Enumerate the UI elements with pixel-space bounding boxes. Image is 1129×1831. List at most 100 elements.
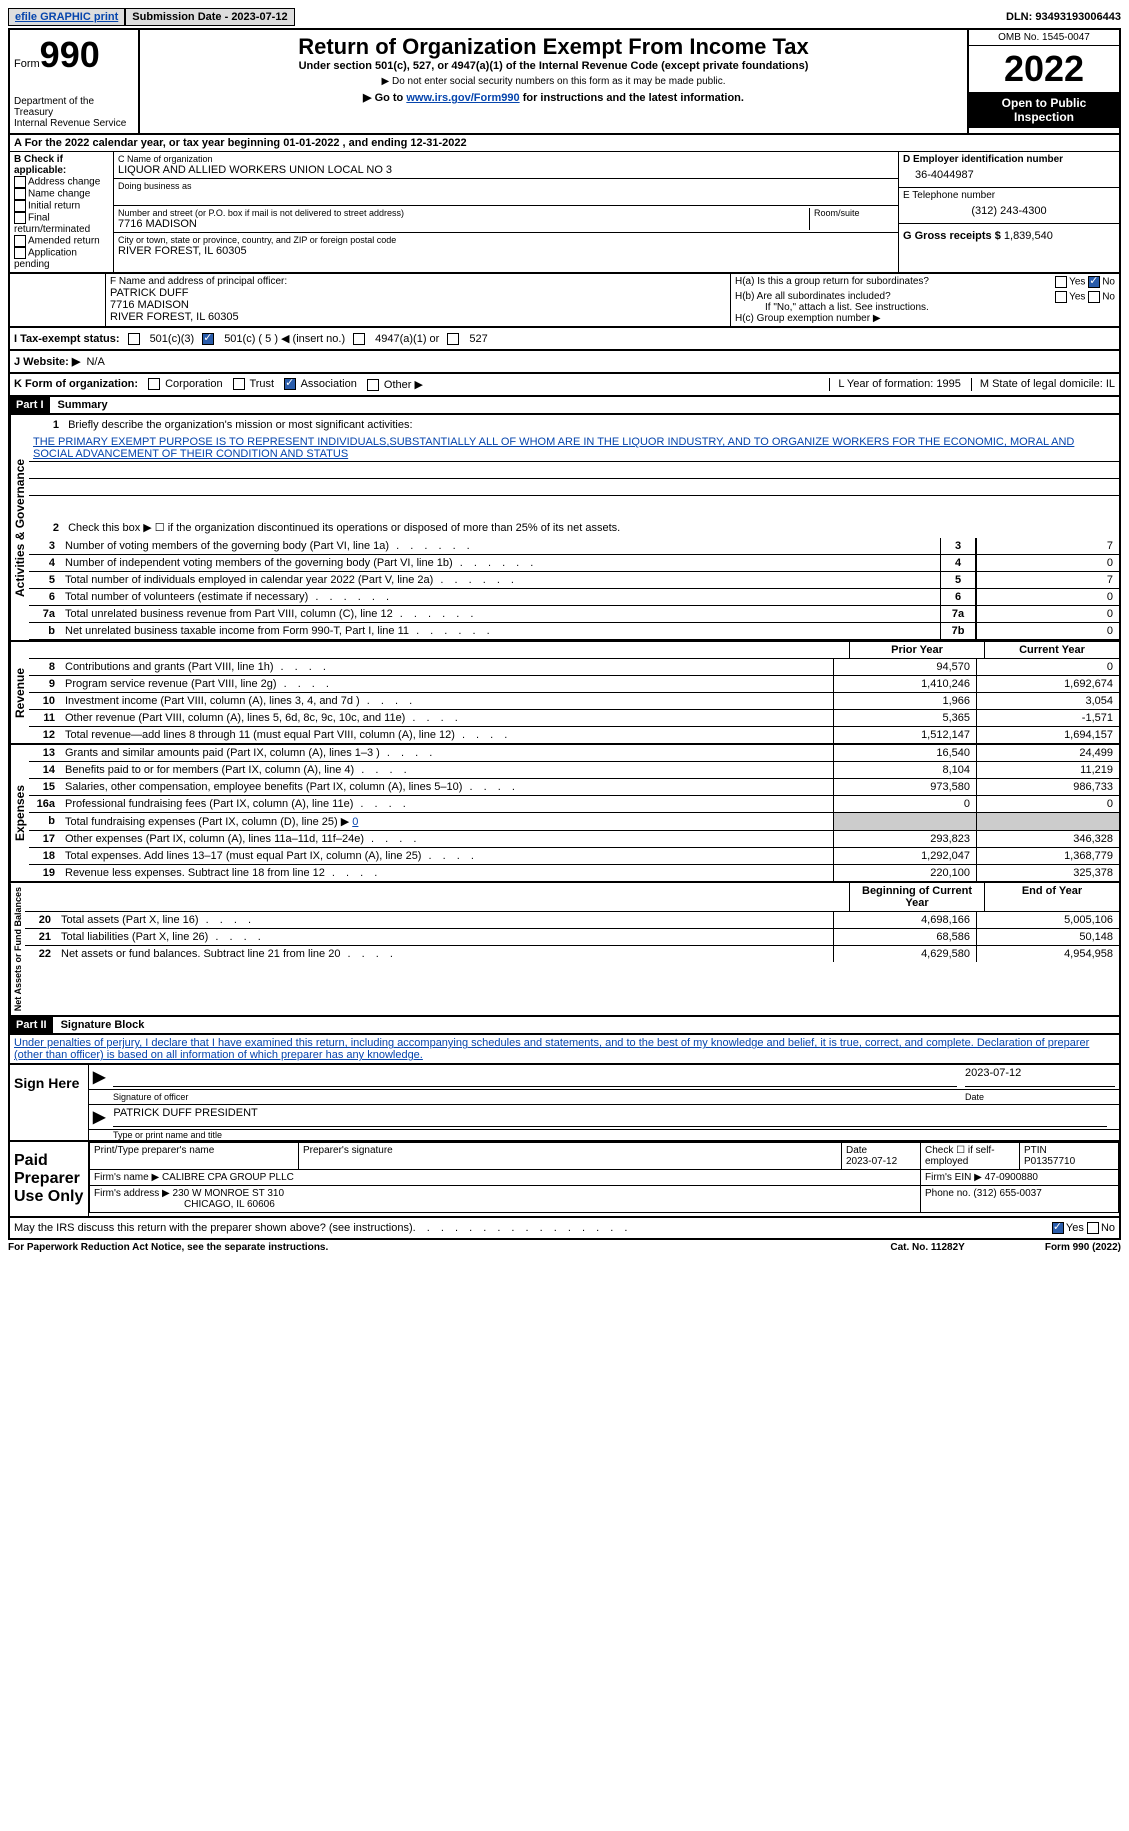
sig-date: 2023-07-12 <box>965 1067 1115 1087</box>
date-label: Date <box>965 1092 1115 1102</box>
summary-line: 7aTotal unrelated business revenue from … <box>29 606 1119 623</box>
cb-discuss-yes[interactable] <box>1052 1222 1064 1234</box>
opt-trust: Trust <box>249 378 274 390</box>
ptin-label: PTIN <box>1024 1145 1047 1156</box>
opt-corp: Corporation <box>165 378 222 390</box>
page-footer: For Paperwork Reduction Act Notice, see … <box>8 1240 1121 1253</box>
line1-label: Briefly describe the organization's miss… <box>68 419 412 431</box>
org-name: LIQUOR AND ALLIED WORKERS UNION LOCAL NO… <box>118 164 894 176</box>
submission-date: Submission Date - 2023-07-12 <box>125 8 294 26</box>
officer-group-row: F Name and address of principal officer:… <box>8 274 1121 328</box>
vlabel-governance: Activities & Governance <box>10 415 29 640</box>
vlabel-revenue: Revenue <box>10 642 29 743</box>
cb-discuss-no[interactable] <box>1087 1222 1099 1234</box>
cb-other[interactable] <box>367 379 379 391</box>
cb-trust[interactable] <box>233 378 245 390</box>
discuss-row: May the IRS discuss this return with the… <box>8 1218 1121 1240</box>
expenses-section: Expenses 13Grants and similar amounts pa… <box>8 745 1121 883</box>
cb-assoc[interactable] <box>284 378 296 390</box>
officer-addr1: 7716 MADISON <box>110 299 726 311</box>
sign-here-label: Sign Here <box>10 1065 88 1140</box>
subtitle-2: ▶ Do not enter social security numbers o… <box>144 76 963 87</box>
return-title: Return of Organization Exempt From Incom… <box>144 34 963 60</box>
omb-number: OMB No. 1545-0047 <box>969 30 1119 46</box>
cb-address-change[interactable] <box>14 176 26 188</box>
opt-assoc: Association <box>301 378 357 390</box>
summary-line: 12Total revenue—add lines 8 through 11 (… <box>29 727 1119 743</box>
ptin-value: P01357710 <box>1024 1156 1075 1167</box>
phone-value: (312) 243-4300 <box>903 201 1115 221</box>
prep-date-label: Date <box>846 1145 867 1156</box>
j-label: J Website: ▶ <box>14 356 80 368</box>
col-current-year: Current Year <box>984 642 1119 658</box>
efile-link[interactable]: efile GRAPHIC print <box>8 8 125 26</box>
part2-header: Part II <box>10 1017 53 1033</box>
arrow-icon: ▶ <box>93 1067 105 1087</box>
dln: DLN: 93493193006443 <box>1006 11 1121 23</box>
subtitle-3: ▶ Go to www.irs.gov/Form990 for instruct… <box>144 91 963 104</box>
summary-line: 8Contributions and grants (Part VIII, li… <box>29 659 1119 676</box>
opt-name-change: Name change <box>28 189 90 200</box>
cb-corp[interactable] <box>148 378 160 390</box>
firm-addr2: CHICAGO, IL 60606 <box>94 1199 275 1210</box>
cb-ha-no[interactable] <box>1088 276 1100 288</box>
cb-4947[interactable] <box>353 333 365 345</box>
line2-text: Check this box ▶ ☐ if the organization d… <box>68 522 620 534</box>
org-name-label: C Name of organization <box>118 154 894 164</box>
arrow-icon-2: ▶ <box>93 1107 105 1127</box>
opt-501c: 501(c) ( 5 ) ◀ (insert no.) <box>224 332 345 345</box>
cb-ha-yes[interactable] <box>1055 276 1067 288</box>
hb-note: If "No," attach a list. See instructions… <box>735 302 1115 313</box>
opt-amended: Amended return <box>28 236 100 247</box>
summary-line: 16aProfessional fundraising fees (Part I… <box>29 796 1119 813</box>
cb-pending[interactable] <box>14 247 26 259</box>
cb-initial-return[interactable] <box>14 200 26 212</box>
opt-address-change: Address change <box>28 177 100 188</box>
i-label: I Tax-exempt status: <box>14 333 120 345</box>
firm-addr-label: Firm's address ▶ <box>94 1188 170 1199</box>
footer-right: Form 990 (2022) <box>1045 1242 1121 1253</box>
irs-label: Internal Revenue Service <box>14 118 134 129</box>
cb-hb-yes[interactable] <box>1055 291 1067 303</box>
l-year: L Year of formation: 1995 <box>829 378 961 391</box>
gross-receipts-value: 1,839,540 <box>1004 230 1053 242</box>
cb-hb-no[interactable] <box>1088 291 1100 303</box>
discuss-text: May the IRS discuss this return with the… <box>14 1222 413 1234</box>
col-begin-year: Beginning of Current Year <box>849 883 984 911</box>
k-label: K Form of organization: <box>14 378 138 391</box>
firm-ein-label: Firm's EIN ▶ <box>925 1172 982 1183</box>
gross-receipts-label: G Gross receipts $ <box>903 230 1001 242</box>
cb-501c[interactable] <box>202 333 214 345</box>
col-prior-year: Prior Year <box>849 642 984 658</box>
cb-amended[interactable] <box>14 235 26 247</box>
opt-527: 527 <box>469 333 487 345</box>
ha-label: H(a) Is this a group return for subordin… <box>735 276 929 287</box>
footer-mid: Cat. No. 11282Y <box>890 1242 964 1253</box>
summary-line: 14Benefits paid to or for members (Part … <box>29 762 1119 779</box>
summary-line: 22Net assets or fund balances. Subtract … <box>25 946 1119 962</box>
goto-pre: ▶ Go to <box>363 92 406 104</box>
form990-link[interactable]: www.irs.gov/Form990 <box>406 92 519 104</box>
dept-treasury: Department of the Treasury <box>14 96 134 118</box>
summary-line: 19Revenue less expenses. Subtract line 1… <box>29 865 1119 881</box>
subtitle-1: Under section 501(c), 527, or 4947(a)(1)… <box>144 60 963 72</box>
cb-501c3[interactable] <box>128 333 140 345</box>
footer-left: For Paperwork Reduction Act Notice, see … <box>8 1242 328 1253</box>
opt-501c3: 501(c)(3) <box>150 333 195 345</box>
summary-line: 20Total assets (Part X, line 16) . . . .… <box>25 912 1119 929</box>
type-name-label: Type or print name and title <box>89 1130 1119 1140</box>
part1-title: Summary <box>50 399 108 411</box>
cb-527[interactable] <box>447 333 459 345</box>
open-inspection: Open to Public Inspection <box>969 92 1119 128</box>
ein-value: 36-4044987 <box>903 165 1115 185</box>
tax-status-row: I Tax-exempt status: 501(c)(3) 501(c) ( … <box>8 328 1121 351</box>
phone-label: E Telephone number <box>903 190 1115 201</box>
firm-name-label: Firm's name ▶ <box>94 1172 159 1183</box>
cb-name-change[interactable] <box>14 188 26 200</box>
addr-label: Number and street (or P.O. box if mail i… <box>118 208 809 218</box>
cb-final-return[interactable] <box>14 212 26 224</box>
summary-line: bNet unrelated business taxable income f… <box>29 623 1119 640</box>
vlabel-expenses: Expenses <box>10 745 29 881</box>
k-l-m-row: K Form of organization: Corporation Trus… <box>8 374 1121 397</box>
opt-initial-return: Initial return <box>28 201 80 212</box>
